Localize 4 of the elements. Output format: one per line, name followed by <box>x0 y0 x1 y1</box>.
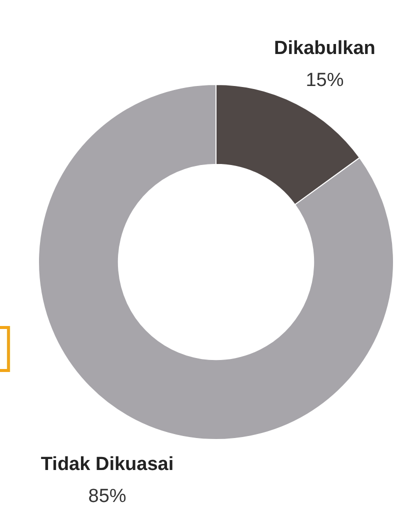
slice-label: Tidak Dikuasai <box>40 454 174 476</box>
data-label: 15% <box>306 70 344 91</box>
slice-label: Dikabulkan <box>274 38 376 59</box>
data-label: 85% <box>88 486 126 508</box>
